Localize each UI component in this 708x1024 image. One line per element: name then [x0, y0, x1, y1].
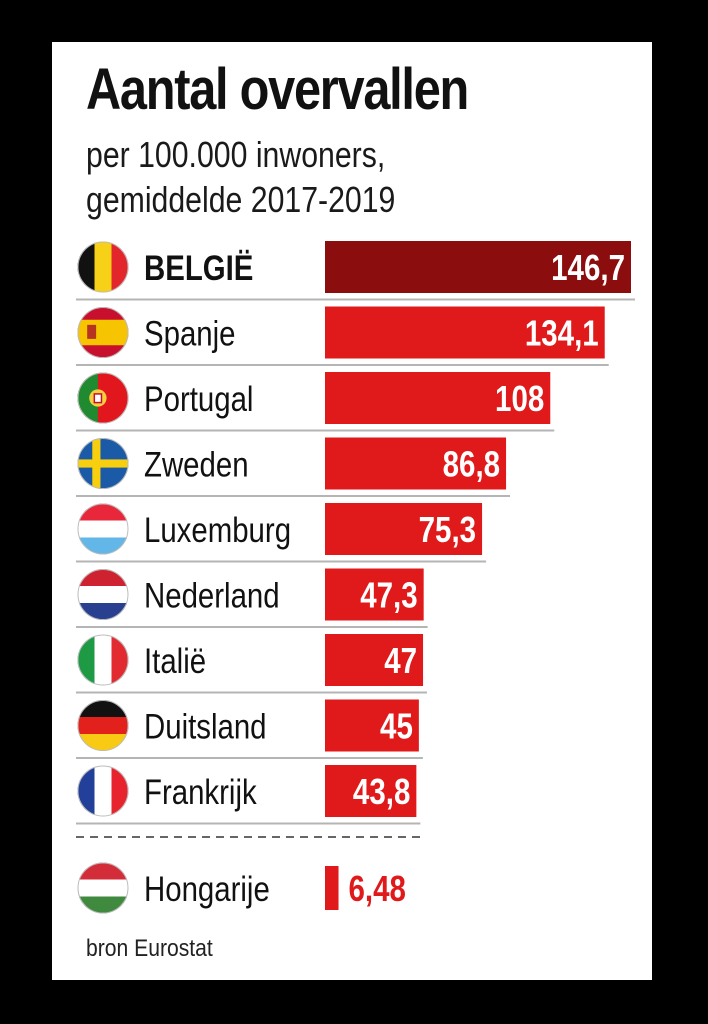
value-label-zweden: 86,8: [443, 444, 500, 484]
country-label-hongarije: Hongarije: [144, 870, 270, 909]
value-label-duitsland: 45: [380, 706, 413, 746]
value-label-luxemburg: 75,3: [419, 509, 476, 549]
bar-hongarije: [325, 866, 339, 910]
chart-subtitle-line-2: gemiddelde 2017-2019: [86, 179, 396, 220]
infographic-card: Aantal overvallen per 100.000 inwoners, …: [52, 42, 652, 980]
value-label-frankrijk: 43,8: [353, 771, 410, 811]
bar-belgie: [325, 241, 631, 293]
value-label-italie: 47: [384, 640, 417, 680]
bar-luxemburg: [325, 503, 483, 555]
value-label-spanje: 134,1: [525, 313, 599, 353]
source-note: bron Eurostat: [86, 935, 213, 962]
value-label-belgie: 146,7: [551, 247, 625, 287]
country-label-frankrijk: Frankrijk: [144, 773, 257, 812]
bar-chart: BELGIË 146,7 Spanje 134,1 Portugal 108 Zweden 8…: [76, 241, 635, 914]
sweden-flag-icon: [77, 438, 129, 489]
bar-zweden: [325, 437, 507, 490]
value-label-hongarije: 6,48: [349, 868, 406, 908]
country-label-duitsland: Duitsland: [144, 707, 267, 746]
portugal-flag-icon: [77, 372, 129, 424]
country-label-belgie: BELGIË: [144, 249, 253, 288]
bar-portugal: [325, 372, 551, 424]
bar-italie: [325, 634, 424, 686]
country-label-nederland: Nederland: [144, 576, 280, 615]
country-label-spanje: Spanje: [144, 314, 236, 353]
value-label-portugal: 108: [495, 378, 544, 418]
bar-frankrijk: [325, 765, 417, 817]
country-label-portugal: Portugal: [144, 380, 253, 419]
bar-spanje: [325, 306, 605, 359]
spain-flag-icon: [77, 307, 129, 358]
bar-duitsland: [325, 699, 419, 752]
country-label-italie: Italië: [144, 642, 206, 681]
chart-subtitle-line-1: per 100.000 inwoners,: [86, 134, 386, 175]
bar-nederland: [325, 568, 424, 621]
country-label-luxemburg: Luxemburg: [144, 511, 291, 550]
country-label-zweden: Zweden: [144, 445, 249, 484]
value-label-nederland: 47,3: [360, 575, 417, 615]
chart-title: Aantal overvallen: [86, 57, 469, 122]
